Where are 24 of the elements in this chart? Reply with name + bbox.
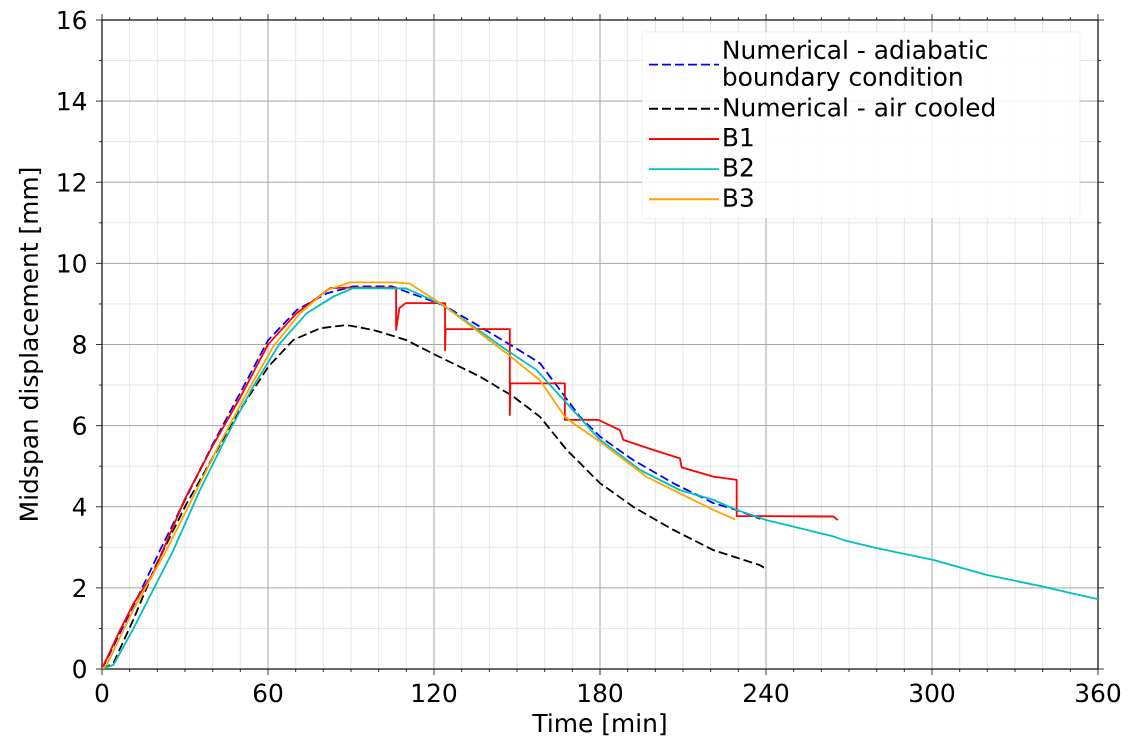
x-tick-label: 120: [412, 683, 457, 703]
x-tick-label: 360: [1076, 683, 1121, 703]
y-tick-label: 0: [73, 659, 86, 679]
y-tick-label: 12: [58, 173, 86, 192]
x-tick-label: 60: [253, 683, 283, 703]
x-tick-label: 180: [578, 683, 623, 703]
y-tick-label: 16: [58, 10, 86, 30]
y-tick-label: 4: [72, 497, 87, 516]
legend-label: B1: [724, 128, 753, 147]
y-tick-label: 6: [73, 416, 86, 436]
legend-label: Numerical - adiabatic boundary condition: [724, 39, 987, 91]
x-tick-label: 240: [744, 683, 789, 703]
y-tick-label: 2: [73, 578, 86, 598]
x-axis-title: Time [min]: [532, 713, 666, 736]
legend-label: Numerical - air cooled: [724, 97, 995, 117]
y-tick-label: 8: [73, 335, 86, 354]
legend-label: B3: [724, 188, 753, 207]
line-series: [102, 287, 1099, 669]
x-tick-label: 0: [95, 683, 109, 703]
y-axis-title: Midspan displacement [mm]: [18, 168, 44, 520]
legend-label: B2: [724, 157, 753, 177]
y-tick-label: 10: [58, 253, 86, 273]
y-tick-label: 14: [58, 92, 87, 111]
x-tick-label: 300: [910, 683, 955, 703]
